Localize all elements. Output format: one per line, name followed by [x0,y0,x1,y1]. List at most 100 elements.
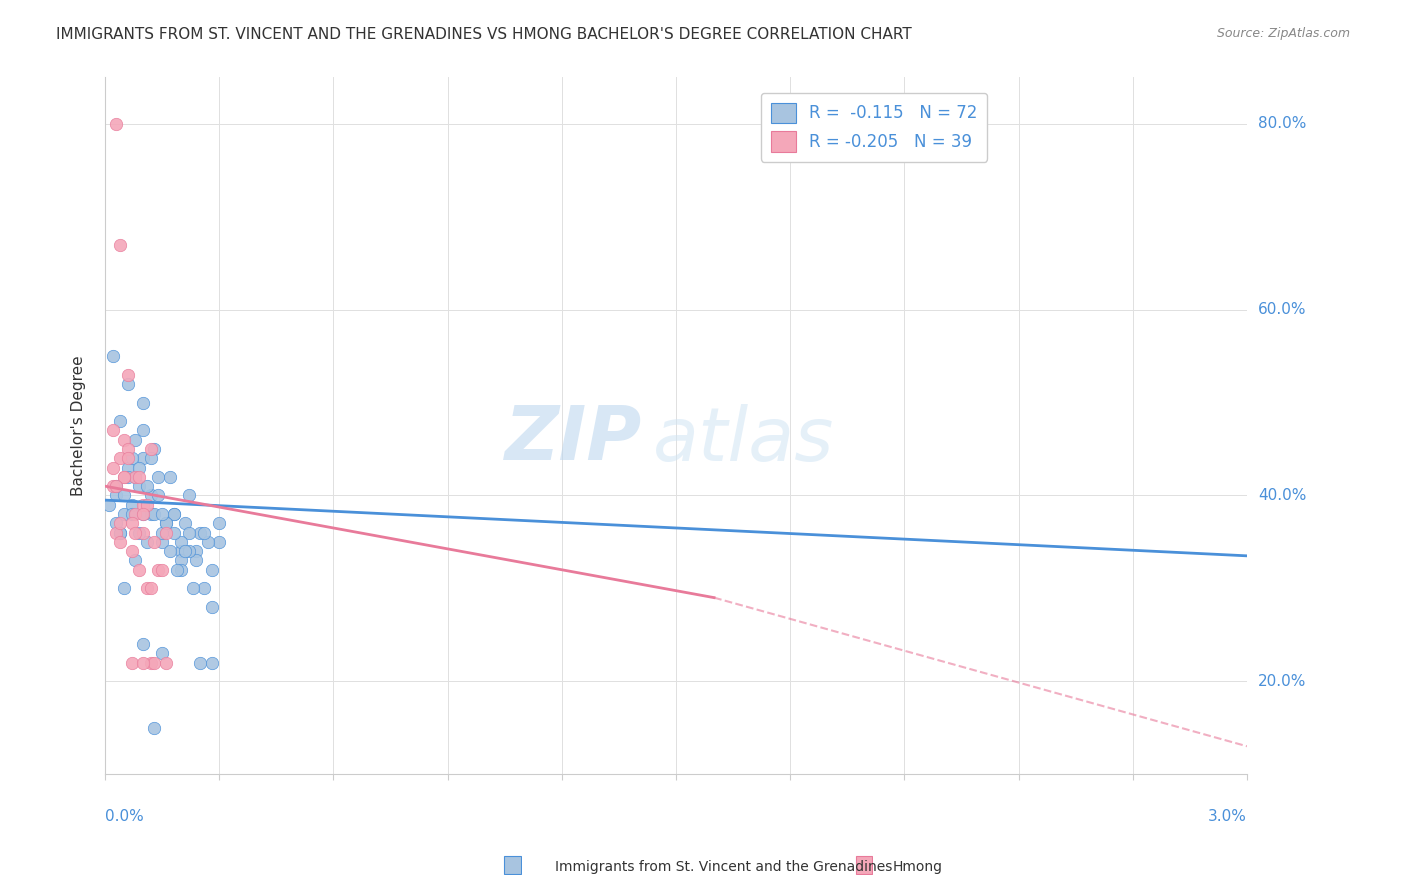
Point [150,535,173,549]
Point [155,516,177,531]
Point [112,582,135,596]
Point [177,488,200,502]
Text: 3.0%: 3.0% [1208,809,1247,824]
Point [132,507,155,521]
Point [150,563,173,577]
Point [101,460,124,475]
Point [148,470,170,484]
Point [170,563,193,577]
Text: Immigrants from St. Vincent and the Grenadines: Immigrants from St. Vincent and the Gren… [555,860,893,874]
Point [197,535,219,549]
Point [170,535,193,549]
Text: 20.0%: 20.0% [1258,673,1306,689]
Point [170,553,193,567]
Point [128,525,150,540]
Point [135,479,157,493]
Point [121,516,143,531]
Point [117,460,139,475]
Point [101,424,124,438]
Point [117,451,139,466]
Point [132,424,155,438]
Point [174,516,197,531]
Point [155,516,177,531]
Point [105,117,128,131]
Point [132,525,155,540]
Point [112,488,135,502]
Point [132,637,155,651]
Text: 40.0%: 40.0% [1258,488,1306,503]
Point [128,470,150,484]
Point [117,368,139,382]
Point [112,507,135,521]
Point [143,442,166,456]
Point [110,525,132,540]
Point [124,525,146,540]
Point [162,507,184,521]
Point [166,563,188,577]
Point [193,582,215,596]
Point [132,507,155,521]
Point [143,721,166,735]
Point [110,237,132,252]
Point [139,488,162,502]
Point [135,498,157,512]
Point [121,544,143,558]
Point [110,516,132,531]
Point [139,451,162,466]
Legend: R =  -0.115   N = 72, R = -0.205   N = 39: R = -0.115 N = 72, R = -0.205 N = 39 [761,93,987,161]
Point [105,488,128,502]
Point [208,535,231,549]
Point [97,498,120,512]
Text: ZIP: ZIP [505,403,641,476]
Point [143,656,166,670]
Point [150,507,173,521]
Point [112,470,135,484]
Text: 0.0%: 0.0% [105,809,143,824]
Point [159,470,181,484]
Point [208,516,231,531]
Point [105,479,128,493]
Point [148,488,170,502]
Point [135,535,157,549]
Point [121,451,143,466]
Point [148,563,170,577]
Point [132,498,155,512]
Point [188,525,211,540]
Point [132,451,155,466]
Point [150,525,173,540]
Point [162,507,184,521]
Point [124,470,146,484]
Point [186,544,208,558]
Point [121,656,143,670]
Point [112,433,135,447]
Point [105,516,128,531]
Point [150,646,173,660]
Point [128,563,150,577]
Point [117,442,139,456]
Point [155,525,177,540]
Text: atlas: atlas [654,404,835,475]
Text: 60.0%: 60.0% [1258,302,1306,318]
Point [110,414,132,428]
Point [177,525,200,540]
Point [186,553,208,567]
Point [110,535,132,549]
Point [112,470,135,484]
Point [139,582,162,596]
Point [128,460,150,475]
Point [177,544,200,558]
Point [181,582,204,596]
Point [193,525,215,540]
Point [139,507,162,521]
Point [188,656,211,670]
Point [155,656,177,670]
Point [110,451,132,466]
Y-axis label: Bachelor's Degree: Bachelor's Degree [72,356,86,496]
Point [200,656,222,670]
Point [121,498,143,512]
Point [128,479,150,493]
Point [117,376,139,391]
Point [162,525,184,540]
Point [170,544,193,558]
Point [200,563,222,577]
